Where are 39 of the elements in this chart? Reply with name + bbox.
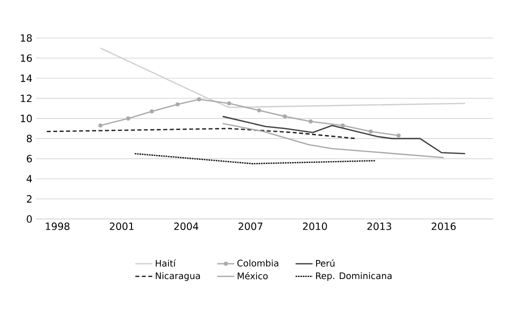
legend-label: Haití (156, 259, 176, 267)
x-tick-label: 2007 (238, 222, 262, 230)
x-tick-label: 2004 (174, 222, 198, 230)
y-tick-label: 0 (26, 215, 32, 223)
x-tick-label: 2013 (367, 222, 392, 230)
x-tick-label: 2010 (302, 222, 327, 230)
x-tick-label: 2016 (432, 222, 456, 230)
point (197, 97, 202, 102)
legend-label: Colombia (237, 260, 278, 266)
line-series (222, 116, 466, 154)
point (126, 116, 130, 120)
y-tick-label: 10 (20, 114, 32, 122)
x-tick-label: 2001 (110, 222, 134, 230)
y-tick-label: 6 (26, 154, 32, 162)
y-tick-label: 8 (26, 134, 32, 142)
point (308, 119, 313, 124)
x-tick-label: 1998 (46, 222, 70, 230)
line-series (46, 128, 356, 140)
line-series (222, 122, 444, 158)
legend-label: Perú (316, 259, 334, 267)
y-tick-label: 14 (20, 74, 32, 82)
line-series (100, 47, 466, 108)
y-tick-label: 18 (20, 34, 32, 42)
y-tick-label: 4 (26, 175, 32, 182)
y-tick-label: 16 (20, 54, 32, 62)
point (98, 123, 102, 128)
point (227, 101, 232, 106)
point (340, 123, 345, 128)
legend-label: México (238, 272, 268, 280)
point (396, 133, 401, 138)
legend-label: Rep. Dominicana (316, 272, 392, 281)
point (282, 114, 287, 118)
point (257, 108, 262, 112)
legend-label: Nicaragua (156, 272, 200, 281)
y-tick-label: 12 (20, 94, 32, 102)
point (150, 109, 154, 114)
point (176, 102, 180, 106)
point (368, 129, 373, 134)
y-tick-label: 2 (26, 195, 32, 203)
